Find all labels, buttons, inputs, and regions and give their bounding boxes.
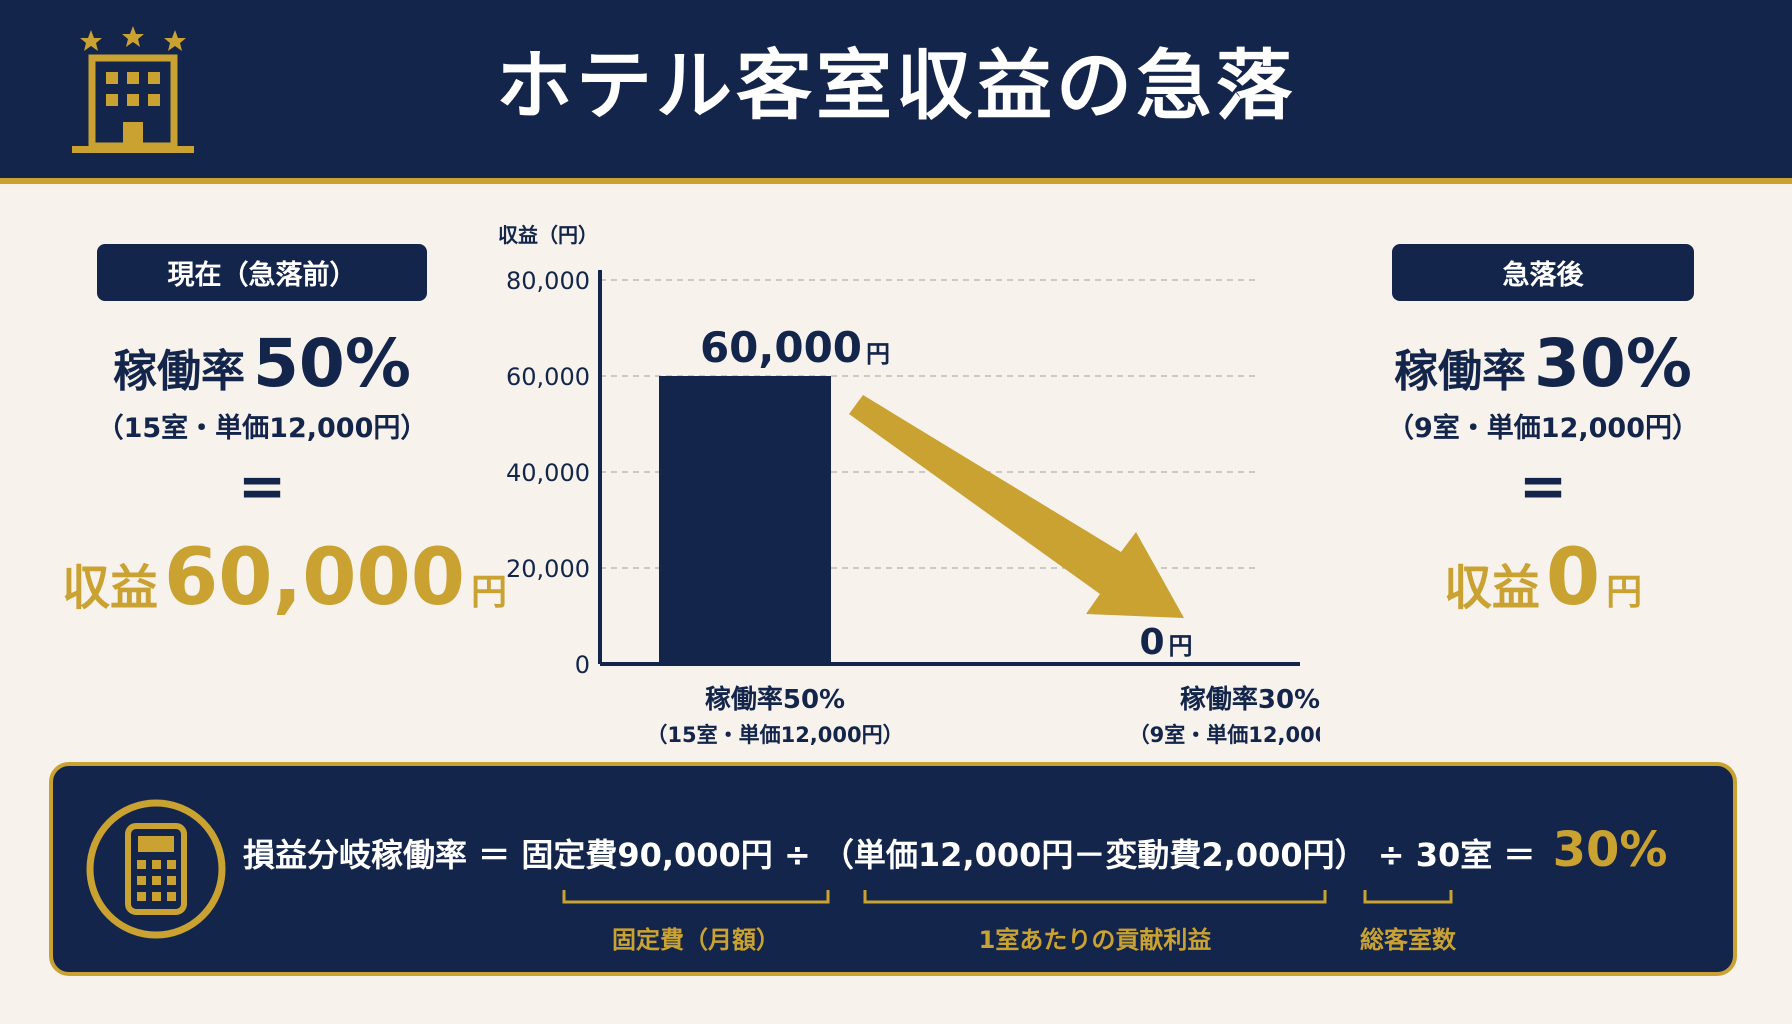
data-label-unit: 円 — [1169, 632, 1193, 660]
formula-term-breakeven: 損益分岐稼働率 — [243, 836, 468, 874]
formula-result: 30% — [1552, 822, 1668, 878]
decline-arrow — [849, 395, 1184, 618]
page-title: ホテル客室収益の急落 — [496, 41, 1296, 130]
before-detail: （15室・単価12,000円） — [96, 413, 428, 444]
calculator-icon — [86, 799, 226, 939]
y-axis-title: 収益（円） — [498, 223, 598, 247]
formula-divide-1: ÷ — [783, 836, 811, 874]
room-count-label: 総客室数 — [1360, 926, 1456, 954]
data-label-1: 60,000 円 — [700, 323, 890, 372]
before-rate-label: 稼働率 — [113, 346, 245, 397]
before-rate: 稼働率 50% — [62, 325, 462, 402]
fixed-cost-label: 固定費（月額） — [612, 926, 780, 954]
header-bar: ホテル客室収益の急落 — [0, 0, 1792, 184]
before-equals: = — [237, 452, 287, 520]
contribution-label: 1室あたりの貢献利益 — [978, 926, 1212, 954]
after-revenue-value: 0 — [1545, 533, 1601, 623]
data-label-value: 0 — [1139, 622, 1164, 663]
y-tick-label: 0 — [575, 651, 590, 679]
formula-term-rooms: 30室 — [1415, 836, 1493, 874]
after-rate-value: 30% — [1534, 325, 1692, 402]
formula-term-contribution: （単価12,000円－変動費2,000円） — [821, 836, 1367, 874]
formula-equals-2: ＝ — [1503, 836, 1536, 874]
x-category-sublabel: （15室・単価12,000円） — [646, 723, 903, 747]
after-equals: = — [1518, 452, 1568, 520]
before-panel: 現在（急落前） 稼働率 50% （15室・単価12,000円） = 収益60,00… — [62, 244, 507, 623]
after-badge: 急落後 — [1392, 244, 1694, 301]
x-category-sublabel: （9室・単価12,000円） — [1129, 723, 1320, 747]
after-revenue: 収益0 円 — [1343, 533, 1743, 623]
before-revenue: 収益60,000 円 — [62, 533, 507, 623]
x-category-label: 稼働率30% — [1180, 684, 1320, 715]
before-badge: 現在（急落前） — [97, 244, 427, 301]
y-tick-label: 60,000 — [506, 363, 590, 391]
break-even-formula-box: 損益分岐稼働率 ＝ 固定費90,000円 ÷ （単価12,000円－変動費2,0… — [49, 762, 1737, 976]
hotel-building-icon — [72, 26, 194, 153]
formula-term-fixed-cost: 固定費90,000円 — [521, 836, 773, 874]
data-label-value: 60,000 — [700, 323, 862, 372]
before-revenue-value: 60,000 — [164, 533, 466, 623]
after-rate: 稼働率 30% — [1343, 325, 1743, 402]
y-tick-label: 40,000 — [506, 459, 590, 487]
before-revenue-label: 収益 — [62, 560, 159, 616]
formula-divide-2: ÷ — [1377, 836, 1405, 874]
after-revenue-unit: 円 — [1606, 572, 1643, 613]
x-category-label: 稼働率50% — [705, 684, 845, 715]
formula-equals-1: ＝ — [478, 836, 511, 874]
bar-1 — [659, 376, 831, 664]
after-panel: 急落後 稼働率 30% （9室・単価12,000円） = 収益0 円 — [1343, 244, 1743, 623]
before-revenue-unit: 円 — [471, 572, 508, 613]
formula-line: 損益分岐稼働率 ＝ 固定費90,000円 ÷ （単価12,000円－変動費2,0… — [243, 826, 1667, 874]
after-revenue-label: 収益 — [1443, 560, 1540, 616]
y-tick-label: 80,000 — [506, 267, 590, 295]
data-label-unit: 円 — [866, 340, 890, 368]
after-detail: （9室・単価12,000円） — [1387, 413, 1699, 444]
after-rate-label: 稼働率 — [1394, 346, 1526, 397]
before-rate-value: 50% — [253, 325, 411, 402]
y-tick-label: 20,000 — [506, 555, 590, 583]
